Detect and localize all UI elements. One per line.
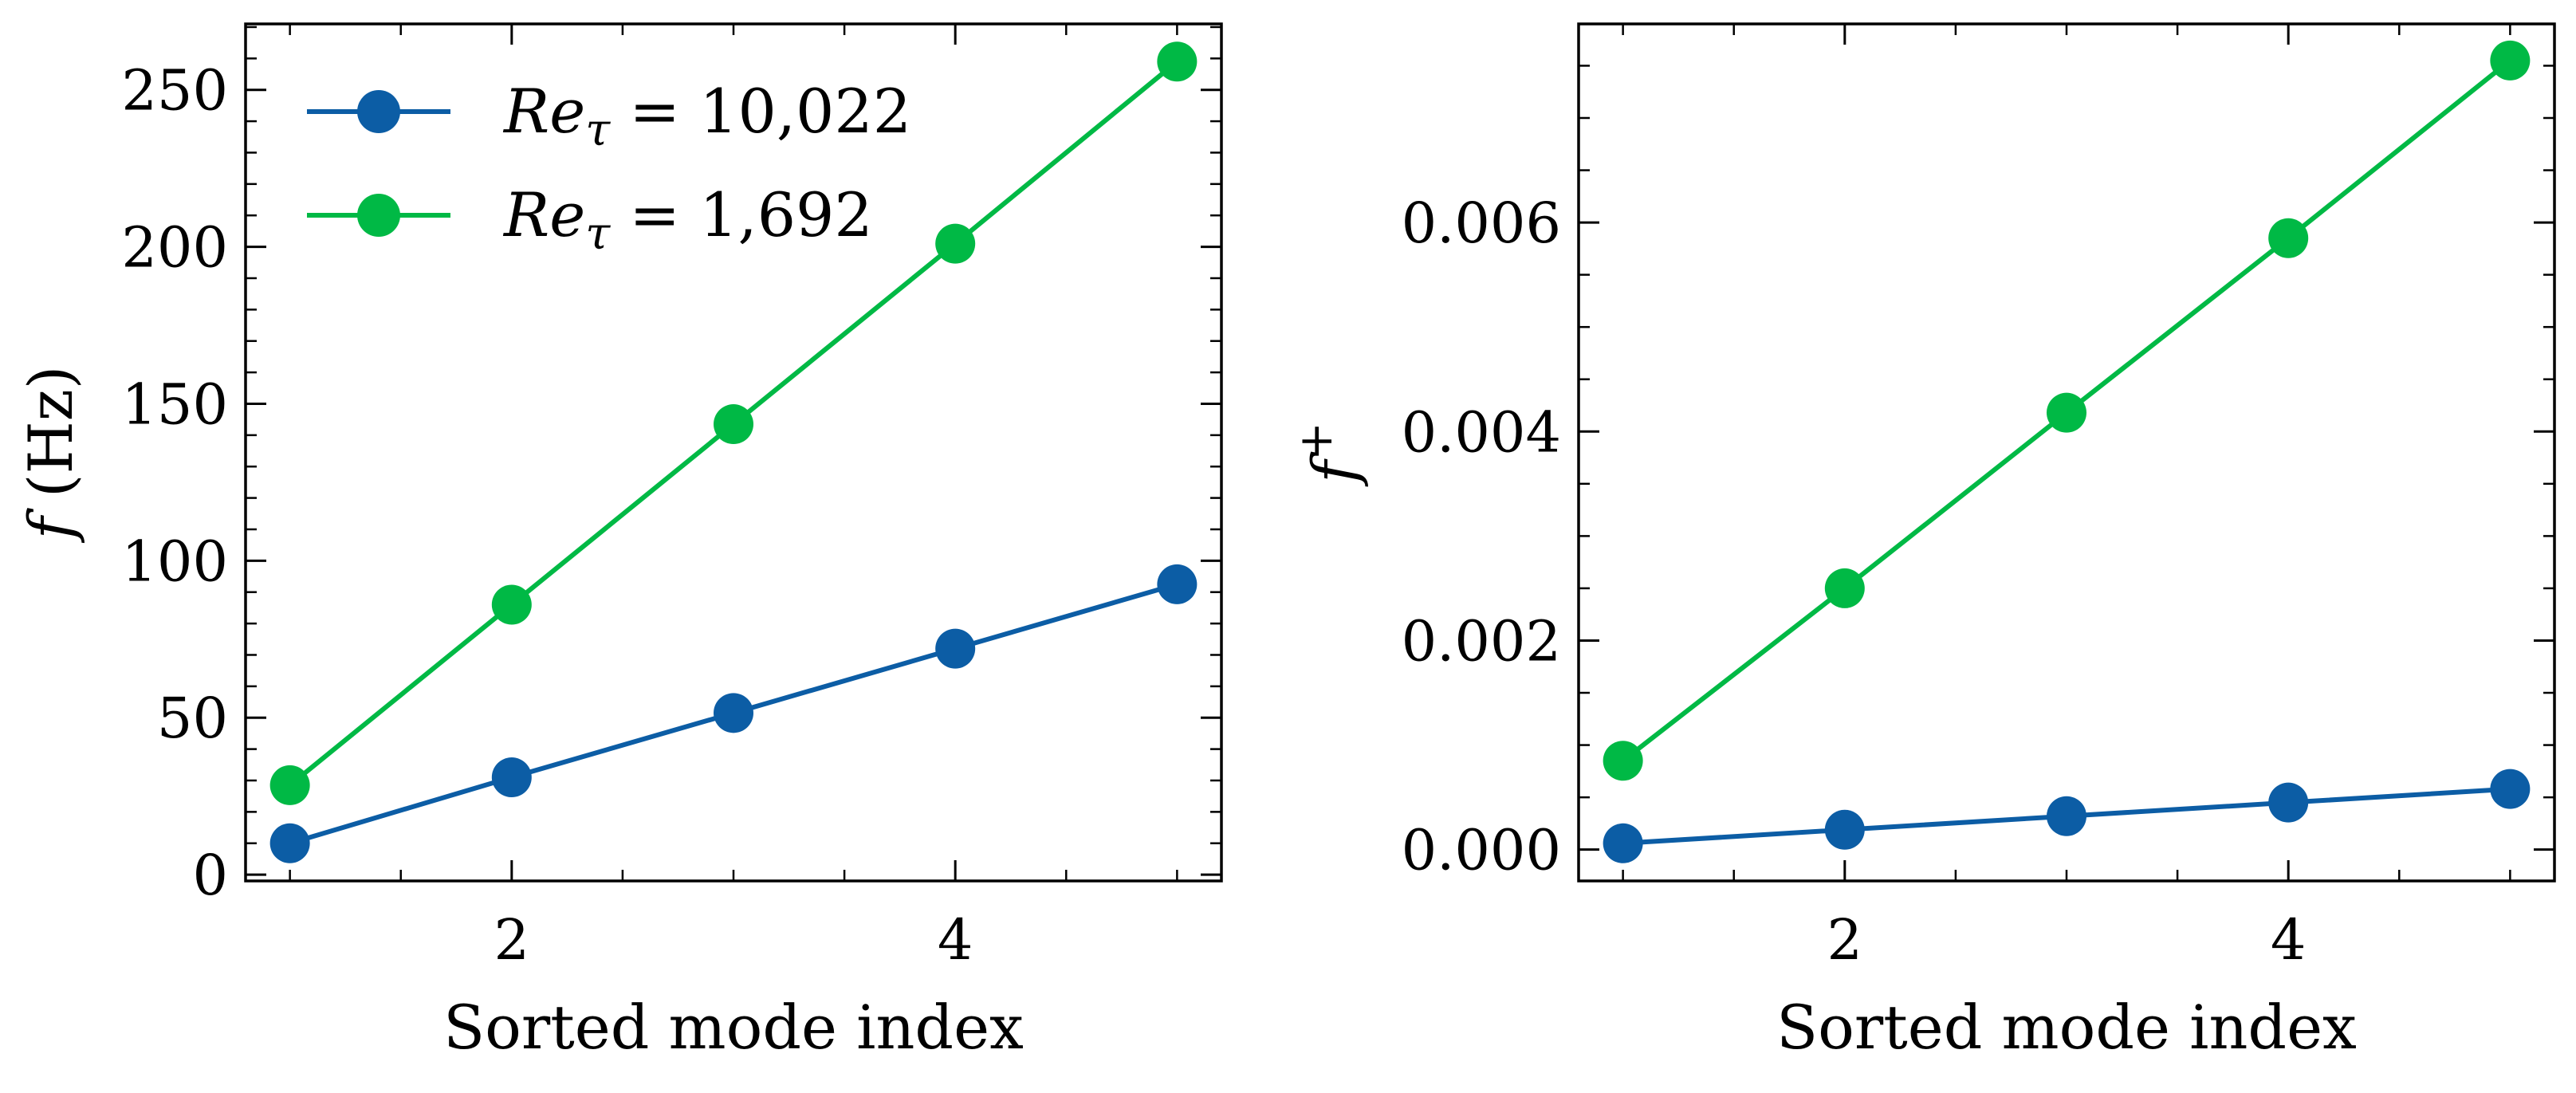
y-axis-label: f+ — [1288, 422, 1370, 487]
chart-panel-2: 2 4 0.000 0.002 0.004 0.006 Sorted mode index f… — [1288, 22, 2556, 1063]
data-point — [2047, 796, 2086, 836]
data-point — [935, 223, 976, 264]
x-tick-label: 2 — [494, 907, 530, 973]
x-axis-label: Sorted mode index — [443, 992, 1024, 1063]
data-point — [2268, 782, 2309, 823]
data-point — [1603, 741, 1643, 781]
data-point — [714, 404, 753, 445]
data-point — [2268, 218, 2309, 258]
data-point — [2490, 769, 2531, 809]
legend-marker — [357, 90, 400, 133]
y-axis-label: f (Hz) — [15, 366, 86, 544]
y-tick-label: 0.000 — [1402, 818, 1561, 883]
data-point — [1157, 564, 1198, 604]
legend-label: Reτ = 1,692 — [502, 179, 873, 260]
data-point — [1824, 568, 1865, 608]
data-point — [1824, 809, 1865, 850]
y-tick-label: 100 — [121, 529, 228, 594]
data-point — [269, 765, 310, 805]
y-tick-label: 150 — [121, 372, 228, 437]
x-tick-label: 4 — [2271, 907, 2307, 973]
legend-label: Reτ = 10,022 — [502, 76, 911, 156]
plot-frame — [1577, 22, 2556, 883]
chart-panel-1: 2 4 0 50 100 150 200 250 Sorted mode index f (Hz)… — [15, 22, 1223, 1063]
data-point — [2047, 392, 2086, 433]
y-tick-label: 0.002 — [1402, 608, 1561, 674]
legend-marker — [357, 194, 400, 237]
y-tick-label: 50 — [157, 686, 228, 751]
x-tick-label: 2 — [1827, 907, 1863, 973]
legend: Reτ = 10,022 Reτ = 1,692 — [307, 76, 911, 260]
data-point — [1157, 41, 1198, 82]
x-tick-label: 4 — [938, 907, 973, 973]
data-point — [935, 628, 976, 669]
data-point — [491, 584, 532, 625]
data-point — [491, 757, 532, 798]
x-axis-label: Sorted mode index — [1776, 992, 2357, 1063]
y-tick-label: 0.004 — [1402, 399, 1561, 465]
y-tick-label: 0.006 — [1402, 191, 1561, 256]
data-point — [269, 823, 310, 863]
y-tick-label: 0 — [192, 843, 228, 908]
data-point — [2490, 40, 2531, 81]
data-point — [714, 693, 753, 733]
data-point — [1603, 823, 1643, 863]
y-tick-label: 250 — [121, 58, 228, 124]
y-tick-label: 200 — [121, 215, 228, 281]
plot-frame — [244, 22, 1223, 883]
